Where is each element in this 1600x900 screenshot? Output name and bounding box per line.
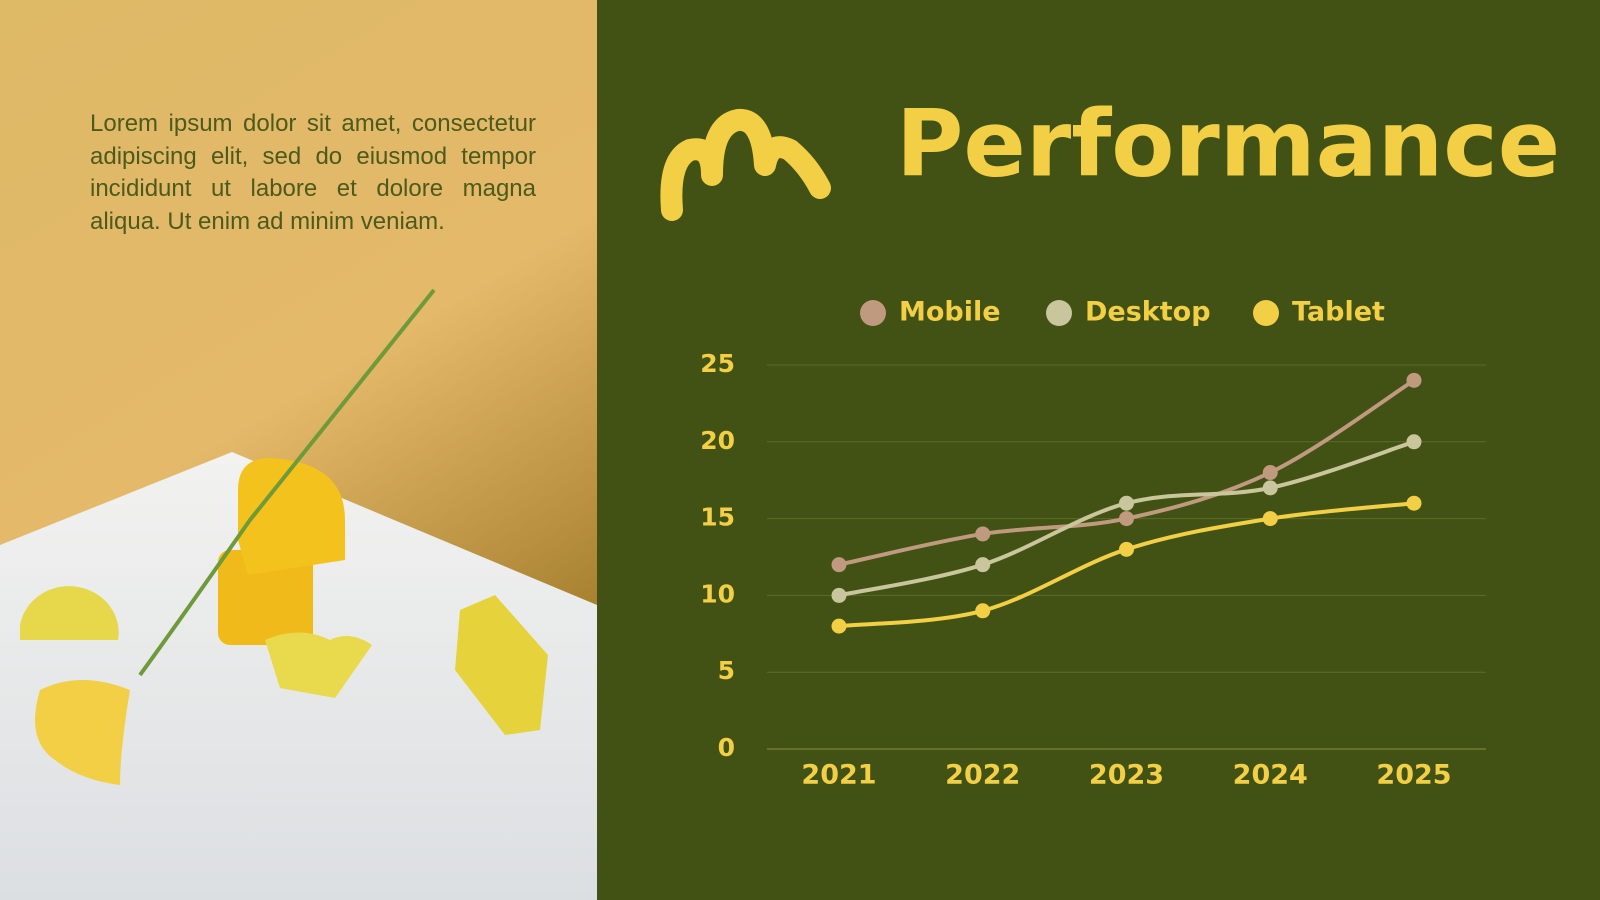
legend-marker — [1046, 300, 1072, 326]
legend-label: Desktop — [1085, 297, 1211, 328]
data-point — [1262, 480, 1278, 496]
legend-label: Tablet — [1292, 297, 1385, 328]
legend-label: Mobile — [899, 297, 1001, 328]
x-tick-label: 2022 — [945, 760, 1020, 791]
photo — [0, 0, 597, 900]
x-tick-label: 2024 — [1233, 760, 1308, 791]
data-point — [1119, 511, 1134, 527]
chart-title: Performance — [896, 90, 1560, 197]
y-tick-label: 20 — [700, 426, 735, 455]
data-point — [975, 557, 991, 573]
legend-marker — [1253, 300, 1279, 326]
y-tick-label: 0 — [718, 733, 735, 762]
x-tick-label: 2023 — [1089, 760, 1164, 791]
paragraph: Lorem ipsum dolor sit amet, consectetur … — [90, 110, 536, 235]
data-point — [831, 618, 847, 634]
data-point — [831, 557, 847, 573]
data-point — [1262, 465, 1278, 481]
data-point — [1406, 495, 1422, 511]
data-point — [975, 526, 991, 542]
data-point — [975, 603, 991, 619]
y-tick-label: 25 — [700, 349, 735, 378]
x-tick-label: 2025 — [1376, 760, 1451, 791]
y-tick-label: 10 — [700, 579, 735, 608]
y-tick-label: 15 — [700, 503, 735, 532]
data-point — [831, 587, 847, 603]
data-point — [1119, 541, 1134, 557]
data-point — [1119, 495, 1134, 511]
data-point — [1406, 434, 1422, 450]
legend-marker — [860, 300, 886, 326]
data-point — [1262, 511, 1278, 527]
data-point — [1406, 372, 1422, 388]
y-tick-label: 5 — [718, 656, 735, 685]
logo — [660, 109, 831, 221]
x-tick-label: 2021 — [801, 760, 876, 791]
